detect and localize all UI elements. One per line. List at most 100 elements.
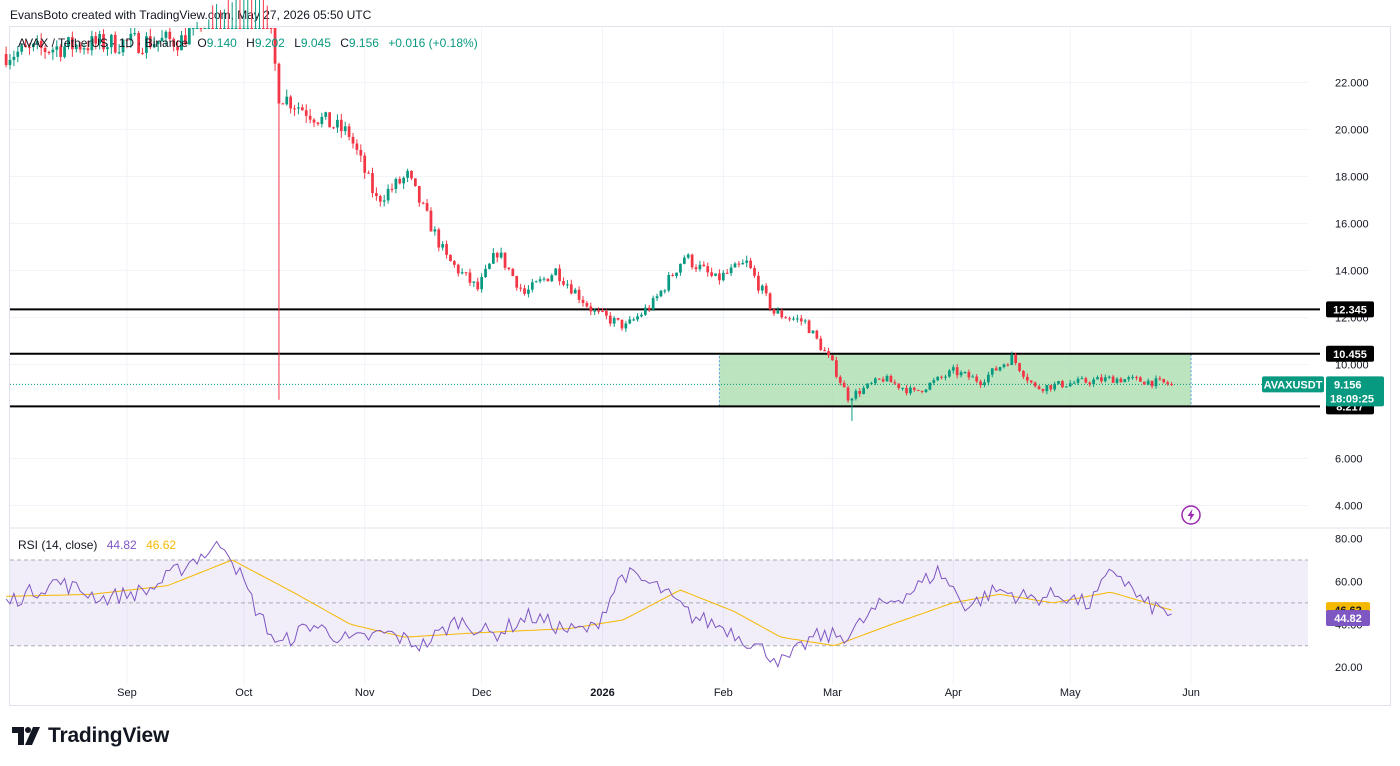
- candle-body: [928, 382, 932, 390]
- candle-body: [261, 28, 265, 29]
- candle-body: [870, 383, 873, 385]
- candle-body: [530, 282, 534, 290]
- candle-body: [199, 28, 203, 29]
- candle-body: [1123, 379, 1127, 383]
- candle-body: [86, 48, 90, 51]
- candle-body: [936, 376, 940, 381]
- candle-body: [1049, 385, 1053, 390]
- candle-body: [624, 323, 628, 329]
- candle-body: [1119, 378, 1123, 383]
- candle-body: [148, 36, 152, 48]
- candle-body: [737, 263, 741, 265]
- candle-body: [339, 119, 343, 132]
- candle-body: [1033, 382, 1037, 387]
- time-tick-label: Dec: [472, 687, 492, 699]
- symbol-legend: AVAX / TetherUS · 1D · Binance O9.140 H9…: [18, 36, 478, 50]
- price-tick-label: 22.000: [1335, 77, 1369, 89]
- candle-body: [710, 272, 713, 276]
- lightning-icon[interactable]: [1181, 505, 1201, 525]
- candle-body: [538, 279, 542, 282]
- axes-layer: 4.0006.00010.00012.00014.00016.00018.000…: [117, 77, 1369, 699]
- rsi-tick-label: 60.00: [1335, 576, 1363, 588]
- candle-body: [1068, 383, 1072, 387]
- candle-body: [612, 318, 616, 324]
- candle-body: [803, 320, 807, 322]
- candle-body: [82, 48, 86, 50]
- candle-body: [912, 387, 916, 390]
- candle-body: [971, 376, 975, 378]
- candle-body: [546, 278, 550, 282]
- candle-body: [35, 40, 39, 44]
- candle-body: [343, 126, 347, 132]
- price-tick-label: 4.000: [1335, 501, 1363, 513]
- candle-body: [129, 33, 133, 41]
- candle-body: [187, 28, 191, 45]
- candle-body: [823, 349, 827, 352]
- price-tick-label: 16.000: [1335, 218, 1369, 230]
- candle-body: [1053, 383, 1057, 390]
- candle-body: [764, 285, 768, 294]
- candle-body: [1096, 377, 1099, 380]
- candle-body: [515, 276, 519, 288]
- chart-attribution: EvansBoto created with TradingView.com, …: [10, 8, 372, 22]
- candle-body: [1107, 376, 1111, 378]
- candle-body: [234, 28, 238, 29]
- candle-body: [273, 28, 277, 64]
- candle-body: [258, 28, 261, 29]
- candle-body: [336, 119, 339, 128]
- high-value: 9.202: [254, 36, 285, 50]
- candle-body: [113, 34, 117, 53]
- candle-body: [585, 303, 589, 307]
- candle-body: [881, 379, 885, 382]
- candle-body: [601, 310, 604, 312]
- rsi-legend: RSI (14, close) 44.82 46.62: [18, 538, 176, 552]
- candle-body: [297, 107, 300, 109]
- candle-body: [168, 31, 172, 40]
- candle-body: [4, 54, 8, 66]
- countdown-label: 18:09:25: [1330, 393, 1374, 405]
- candle-body: [686, 254, 690, 258]
- candle-body: [316, 122, 320, 124]
- candle-body: [12, 56, 16, 60]
- candle-body: [1041, 389, 1045, 392]
- candle-body: [437, 229, 441, 248]
- candle-body: [616, 318, 620, 320]
- candle-body: [527, 289, 530, 294]
- candle-body: [1115, 378, 1119, 383]
- candle-body: [1162, 379, 1166, 383]
- rsi-tag-label: 44.82: [1334, 613, 1362, 625]
- candle-body: [445, 244, 448, 255]
- candle-body: [355, 143, 359, 150]
- candle-body: [472, 281, 476, 283]
- high-label: H: [246, 36, 255, 50]
- candle-body: [901, 387, 904, 389]
- candle-body: [1002, 364, 1006, 368]
- candle-body: [1139, 377, 1142, 382]
- candle-body: [659, 290, 663, 297]
- candle-body: [402, 177, 406, 184]
- tradingview-logo[interactable]: TradingView: [12, 724, 169, 748]
- candle-body: [519, 287, 522, 289]
- candle-body: [862, 388, 866, 394]
- candle-body: [351, 136, 355, 144]
- candle-body: [386, 188, 390, 201]
- candle-body: [1142, 381, 1146, 385]
- candle-body: [811, 330, 815, 334]
- symbol-title[interactable]: AVAX / TetherUS · 1D · Binance: [18, 36, 189, 50]
- candle-body: [819, 338, 823, 350]
- time-tick-label: Sep: [117, 687, 137, 699]
- candle-body: [20, 45, 24, 52]
- time-tick-label: Nov: [355, 687, 375, 699]
- candle-body: [788, 318, 791, 320]
- rsi-line[interactable]: [5, 540, 1172, 668]
- candle-body: [605, 310, 608, 316]
- candle-body: [328, 112, 331, 128]
- candle-body: [1006, 364, 1010, 366]
- candle-body: [620, 319, 624, 329]
- candle-body: [300, 107, 304, 111]
- rsi-title[interactable]: RSI (14, close): [18, 538, 98, 552]
- candle-body: [955, 367, 959, 376]
- candle-body: [390, 188, 394, 190]
- candle-body: [433, 229, 437, 232]
